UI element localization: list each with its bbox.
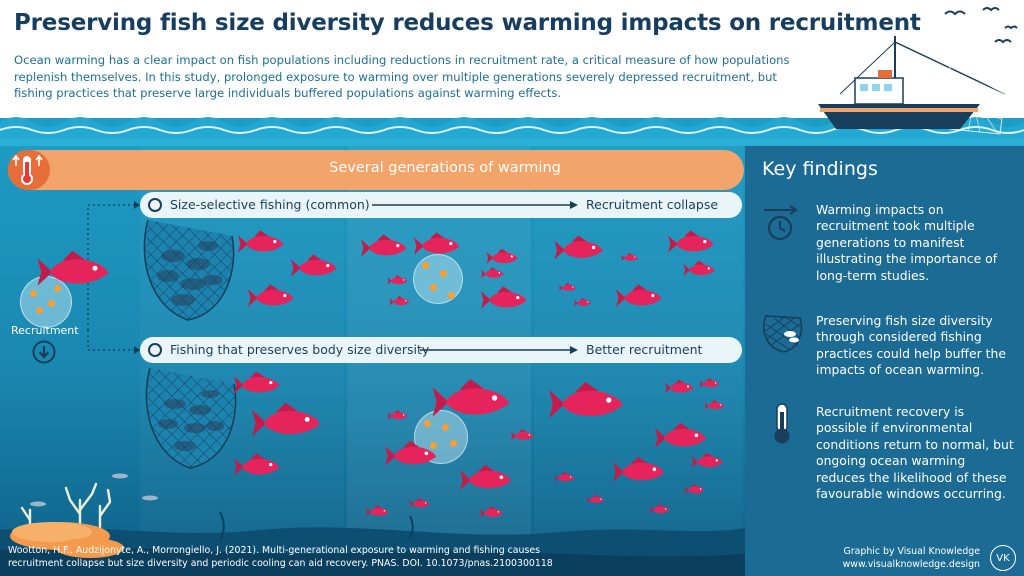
fish xyxy=(248,284,294,307)
temperature-rise-icon xyxy=(8,150,50,190)
egg xyxy=(30,290,37,297)
fish xyxy=(574,297,592,307)
fish xyxy=(37,250,109,286)
vk-logo: VK xyxy=(990,545,1016,571)
fish xyxy=(613,456,665,482)
key-findings-title: Key findings xyxy=(762,158,878,180)
egg xyxy=(448,292,455,299)
thermometer-icon xyxy=(774,403,790,444)
seabed-coral-illustration xyxy=(0,473,745,576)
finding-1-text: Warming impacts on recruitment took mult… xyxy=(816,202,998,283)
fishing-net-full xyxy=(145,367,237,469)
fish xyxy=(549,381,624,419)
intro-paragraph: Ocean warming has a clear impact on fish… xyxy=(14,53,790,100)
eggs-bubble xyxy=(20,276,72,328)
fish xyxy=(460,464,512,490)
finding-3-text: Recruitment recovery is possible if envi… xyxy=(816,404,1014,502)
egg xyxy=(36,307,43,314)
fish xyxy=(554,472,575,482)
finding-2-text: Preserving fish size diversity through c… xyxy=(816,313,1006,378)
pathway-marker xyxy=(148,343,162,357)
fish xyxy=(480,506,503,518)
clock-icon xyxy=(764,205,798,241)
pathway-label: Fishing that preserves body size diversi… xyxy=(170,342,430,357)
fish xyxy=(559,282,577,292)
egg xyxy=(450,440,457,447)
warming-banner-label: Several generations of warming xyxy=(329,160,561,176)
fish xyxy=(385,440,437,466)
credit: Graphic by Visual Knowledge www.visualkn… xyxy=(843,546,980,571)
egg xyxy=(430,284,437,291)
fish xyxy=(486,248,518,265)
arrow-icon xyxy=(372,201,578,209)
fish xyxy=(432,379,510,417)
fish-net-icon xyxy=(762,315,803,353)
egg xyxy=(442,424,449,431)
credit-line: Graphic by Visual Knowledge xyxy=(843,546,980,557)
fishing-net-full xyxy=(143,219,235,321)
decrease-arrow-icon xyxy=(32,340,56,364)
egg xyxy=(440,270,447,277)
fish xyxy=(554,235,603,260)
fish xyxy=(252,402,321,437)
fish xyxy=(621,252,639,262)
fish xyxy=(587,494,605,504)
egg xyxy=(424,420,431,427)
egg xyxy=(48,300,55,307)
pathway-label: Size-selective fishing (common) xyxy=(170,197,370,212)
egg xyxy=(422,262,429,269)
page-title: Preserving fish size diversity reduces w… xyxy=(14,10,921,36)
fish xyxy=(691,452,723,469)
fish xyxy=(366,505,389,517)
fish xyxy=(683,260,715,277)
fish xyxy=(291,254,337,277)
fish xyxy=(387,275,408,285)
fish xyxy=(699,378,720,388)
fish xyxy=(481,286,527,309)
citation: Wootton, H.F., Audzijonyte, A., Morrongi… xyxy=(8,545,553,569)
fish xyxy=(616,284,662,307)
fish xyxy=(655,422,707,448)
fish xyxy=(511,429,534,441)
pathway-outcome: Better recruitment xyxy=(586,342,703,357)
credit-url[interactable]: www.visualknowledge.design xyxy=(842,558,980,570)
recruitment-label: Recruitment xyxy=(11,324,79,337)
fish xyxy=(649,504,670,514)
fishing-boat-illustration xyxy=(818,36,1006,135)
fish xyxy=(665,379,694,394)
fish-school xyxy=(37,230,725,518)
arrow-icon xyxy=(420,346,578,354)
fish xyxy=(361,234,407,257)
key-findings-panel xyxy=(745,146,1024,576)
fish xyxy=(409,498,430,508)
pathway-marker xyxy=(148,198,162,212)
fish xyxy=(234,453,280,476)
egg xyxy=(430,442,437,449)
warming-banner xyxy=(8,150,744,190)
fish xyxy=(238,230,284,253)
pathway-outcome: Recruitment collapse xyxy=(586,197,719,212)
fish xyxy=(481,267,504,279)
birds-illustration xyxy=(944,7,1018,44)
fish xyxy=(704,400,725,410)
egg xyxy=(54,285,61,292)
fish xyxy=(684,484,705,494)
fish xyxy=(387,410,408,420)
fish xyxy=(414,232,460,255)
fish xyxy=(668,230,714,253)
fish xyxy=(234,371,280,394)
fish xyxy=(389,296,410,306)
